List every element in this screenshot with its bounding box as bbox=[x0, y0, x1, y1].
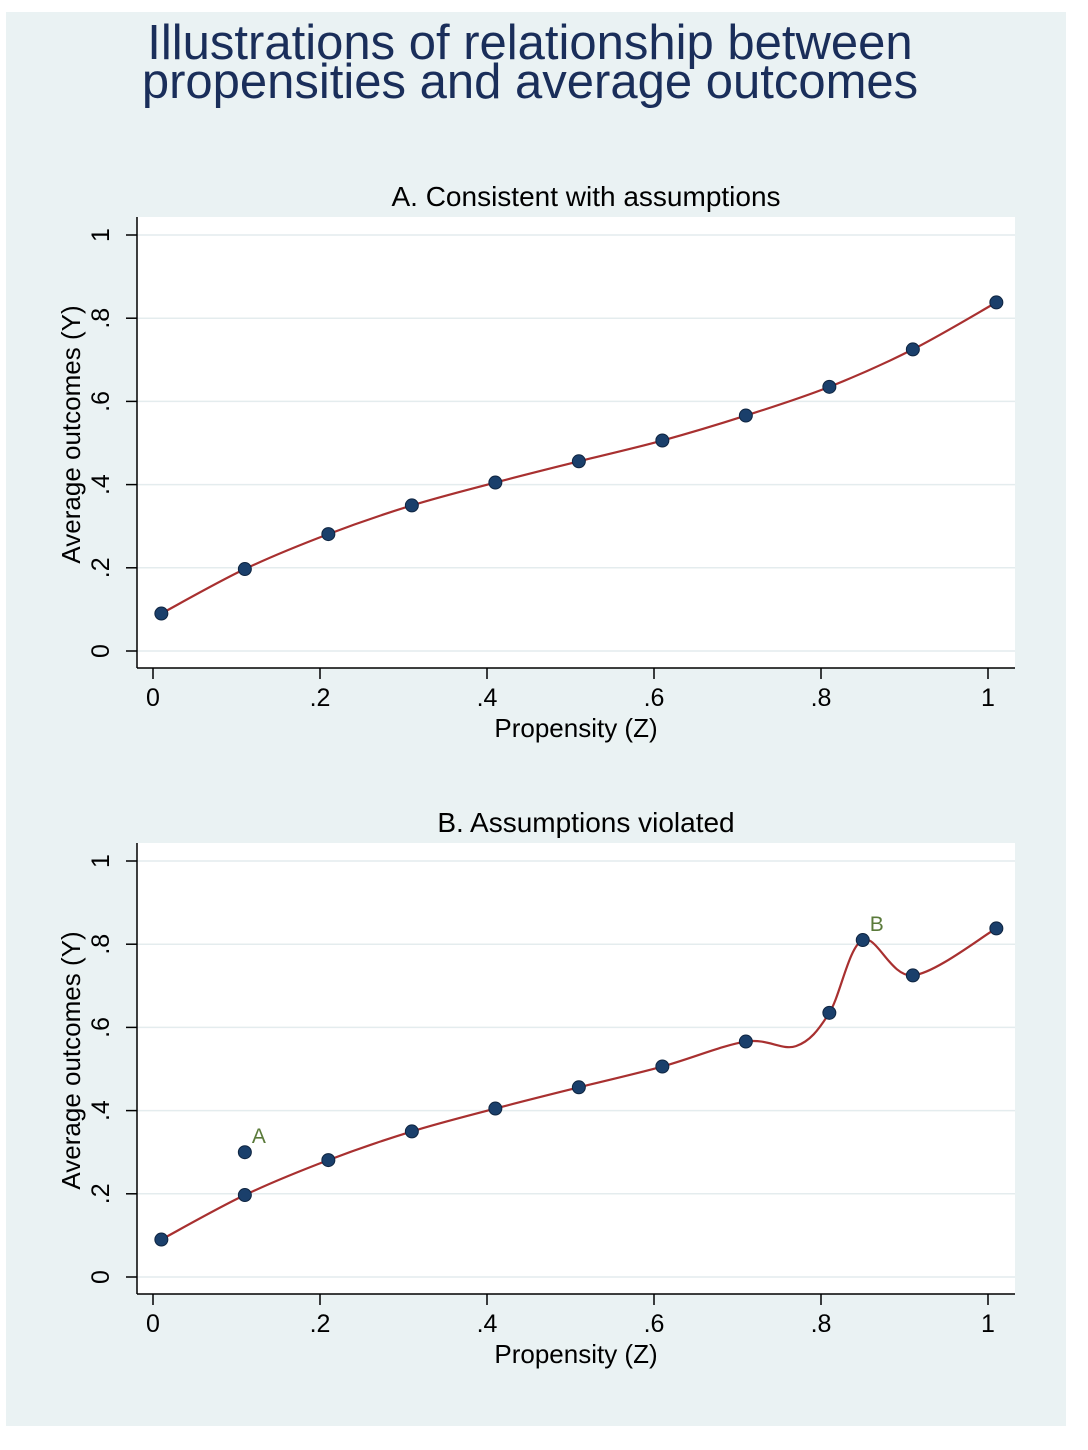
y-tick-label: .6 bbox=[87, 1017, 115, 1038]
x-tick-label: .8 bbox=[811, 1310, 832, 1338]
x-tick-label: .2 bbox=[310, 684, 331, 712]
data-point bbox=[154, 606, 169, 621]
plot-title: A. Consistent with assumptions bbox=[391, 181, 780, 212]
y-tick-label: .2 bbox=[87, 1183, 115, 1204]
data-point bbox=[404, 1124, 419, 1139]
data-point bbox=[738, 408, 753, 423]
x-tick-label: 1 bbox=[981, 1310, 995, 1338]
data-point bbox=[571, 454, 586, 469]
y-tick-label: .4 bbox=[87, 474, 115, 495]
data-point bbox=[154, 1232, 169, 1247]
x-tick-label: .2 bbox=[310, 1310, 331, 1338]
data-point bbox=[488, 475, 503, 490]
y-tick-label: .2 bbox=[87, 557, 115, 578]
y-tick-label: .4 bbox=[87, 1100, 115, 1121]
x-tick-label: .4 bbox=[477, 684, 498, 712]
x-tick-label: 0 bbox=[146, 684, 160, 712]
data-point bbox=[321, 1153, 336, 1168]
x-tick-label: 0 bbox=[146, 1310, 160, 1338]
figure-title-line-1: Illustrations of relationship between bbox=[147, 16, 913, 70]
data-point bbox=[989, 295, 1004, 310]
x-tick-label: 1 bbox=[981, 684, 995, 712]
point-annotation: B bbox=[870, 913, 884, 936]
y-tick-label: .6 bbox=[87, 391, 115, 412]
x-tick-label: .6 bbox=[644, 684, 665, 712]
x-tick-label: .4 bbox=[477, 1310, 498, 1338]
data-point bbox=[571, 1080, 586, 1095]
plot-area bbox=[137, 843, 1015, 1294]
data-point bbox=[655, 1059, 670, 1074]
data-point bbox=[822, 1005, 837, 1020]
x-tick-label: .6 bbox=[644, 1310, 665, 1338]
chart-panel-b: 0 .2 .4 .6 .8 1 0 .2 .4 .6 .8 1 B. Assumptions viola… bbox=[56, 807, 1015, 1369]
plot-title: B. Assumptions violated bbox=[437, 807, 734, 838]
x-axis-title: Propensity (Z) bbox=[494, 713, 657, 743]
y-axis-title: Average outcomes (Y) bbox=[56, 931, 86, 1189]
y-tick-label: .8 bbox=[87, 308, 115, 329]
data-point bbox=[989, 921, 1004, 936]
data-point bbox=[404, 498, 419, 513]
figure-title-line-2: propensities and average outcomes bbox=[141, 55, 919, 109]
data-point bbox=[905, 968, 920, 983]
chart-panel-a: 0 .2 .4 .6 .8 1 0 .2 .4 .6 .8 1 A. Consistent with a… bbox=[56, 181, 1015, 743]
data-point bbox=[738, 1034, 753, 1049]
data-point bbox=[237, 562, 252, 577]
y-tick-label: .8 bbox=[87, 934, 115, 955]
figure-title: Illustrations of relationship between pr… bbox=[0, 16, 1060, 109]
point-annotation: A bbox=[252, 1125, 266, 1148]
data-point bbox=[488, 1101, 503, 1116]
y-tick-label: 1 bbox=[87, 854, 115, 868]
data-point bbox=[321, 527, 336, 542]
data-point bbox=[855, 933, 870, 948]
data-point bbox=[237, 1145, 252, 1160]
data-point bbox=[237, 1188, 252, 1203]
y-tick-label: 0 bbox=[87, 1270, 115, 1284]
data-point bbox=[655, 433, 670, 448]
x-tick-label: .8 bbox=[811, 684, 832, 712]
plot-area bbox=[137, 217, 1015, 668]
y-tick-label: 0 bbox=[87, 644, 115, 658]
data-point bbox=[822, 379, 837, 394]
x-axis-title: Propensity (Z) bbox=[494, 1339, 657, 1369]
y-axis-title: Average outcomes (Y) bbox=[56, 305, 86, 563]
y-tick-label: 1 bbox=[87, 228, 115, 242]
data-point bbox=[905, 342, 920, 357]
